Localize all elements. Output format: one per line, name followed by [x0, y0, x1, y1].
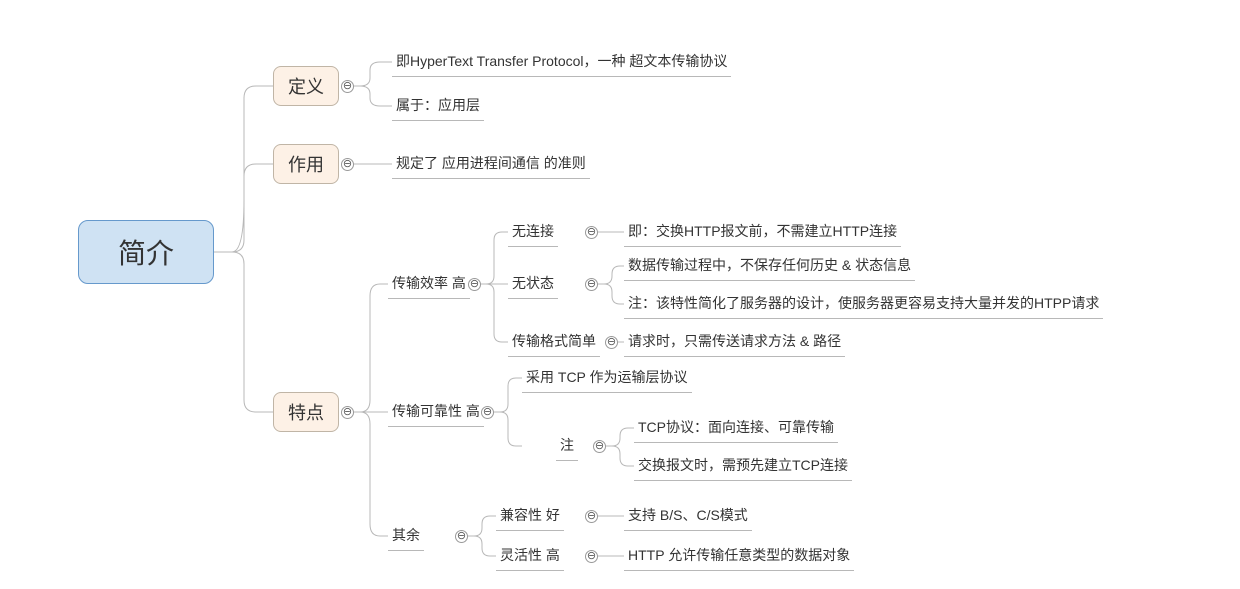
node-definition-label: 定义 [288, 73, 324, 99]
note-detail-2: 交换报文时，需预先建立TCP连接 [634, 452, 852, 481]
minus-icon: ⊖ [470, 279, 479, 290]
root-label: 简介 [118, 232, 174, 272]
toggle-role[interactable]: ⊖ [341, 158, 354, 171]
minus-icon: ⊖ [595, 441, 604, 452]
rel-tcp: 采用 TCP 作为运输层协议 [522, 364, 692, 393]
node-format[interactable]: 传输格式简单 [508, 328, 600, 357]
minus-icon: ⊖ [587, 227, 596, 238]
node-flex[interactable]: 灵活性 高 [496, 542, 564, 571]
toggle-noconn[interactable]: ⊖ [585, 226, 598, 239]
flex-detail: HTTP 允许传输任意类型的数据对象 [624, 542, 854, 571]
node-other[interactable]: 其余 [388, 522, 424, 551]
toggle-note[interactable]: ⊖ [593, 440, 606, 453]
toggle-efficiency[interactable]: ⊖ [468, 278, 481, 291]
node-role-label: 作用 [288, 151, 324, 177]
toggle-flex[interactable]: ⊖ [585, 550, 598, 563]
node-role[interactable]: 作用 [273, 144, 339, 184]
noconn-detail: 即：交换HTTP报文前，不需建立HTTP连接 [624, 218, 901, 247]
compat-detail: 支持 B/S、C/S模式 [624, 502, 752, 531]
node-reliability[interactable]: 传输可靠性 高 [388, 398, 484, 427]
minus-icon: ⊖ [343, 159, 352, 170]
node-efficiency[interactable]: 传输效率 高 [388, 270, 470, 299]
minus-icon: ⊖ [483, 407, 492, 418]
node-note[interactable]: 注 [556, 432, 578, 461]
toggle-other[interactable]: ⊖ [455, 530, 468, 543]
def-line-2: 属于：应用层 [392, 92, 484, 121]
toggle-features[interactable]: ⊖ [341, 406, 354, 419]
toggle-definition[interactable]: ⊖ [341, 80, 354, 93]
node-features-label: 特点 [288, 399, 324, 425]
minus-icon: ⊖ [587, 279, 596, 290]
node-compat[interactable]: 兼容性 好 [496, 502, 564, 531]
toggle-reliability[interactable]: ⊖ [481, 406, 494, 419]
toggle-compat[interactable]: ⊖ [585, 510, 598, 523]
role-line-1: 规定了 应用进程间通信 的准则 [392, 150, 590, 179]
node-noconn[interactable]: 无连接 [508, 218, 558, 247]
minus-icon: ⊖ [343, 407, 352, 418]
minus-icon: ⊖ [587, 551, 596, 562]
node-definition[interactable]: 定义 [273, 66, 339, 106]
node-features[interactable]: 特点 [273, 392, 339, 432]
toggle-stateless[interactable]: ⊖ [585, 278, 598, 291]
toggle-format[interactable]: ⊖ [605, 336, 618, 349]
def-line-1: 即HyperText Transfer Protocol，一种 超文本传输协议 [392, 48, 731, 77]
minus-icon: ⊖ [607, 337, 616, 348]
minus-icon: ⊖ [343, 81, 352, 92]
node-stateless[interactable]: 无状态 [508, 270, 558, 299]
stateless-detail-1: 数据传输过程中，不保存任何历史 & 状态信息 [624, 252, 915, 281]
note-detail-1: TCP协议：面向连接、可靠传输 [634, 414, 838, 443]
format-detail: 请求时，只需传送请求方法 & 路径 [624, 328, 845, 357]
minus-icon: ⊖ [587, 511, 596, 522]
minus-icon: ⊖ [457, 531, 466, 542]
root-node[interactable]: 简介 [78, 220, 214, 284]
stateless-detail-2: 注：该特性简化了服务器的设计，使服务器更容易支持大量并发的HTPP请求 [624, 290, 1103, 319]
